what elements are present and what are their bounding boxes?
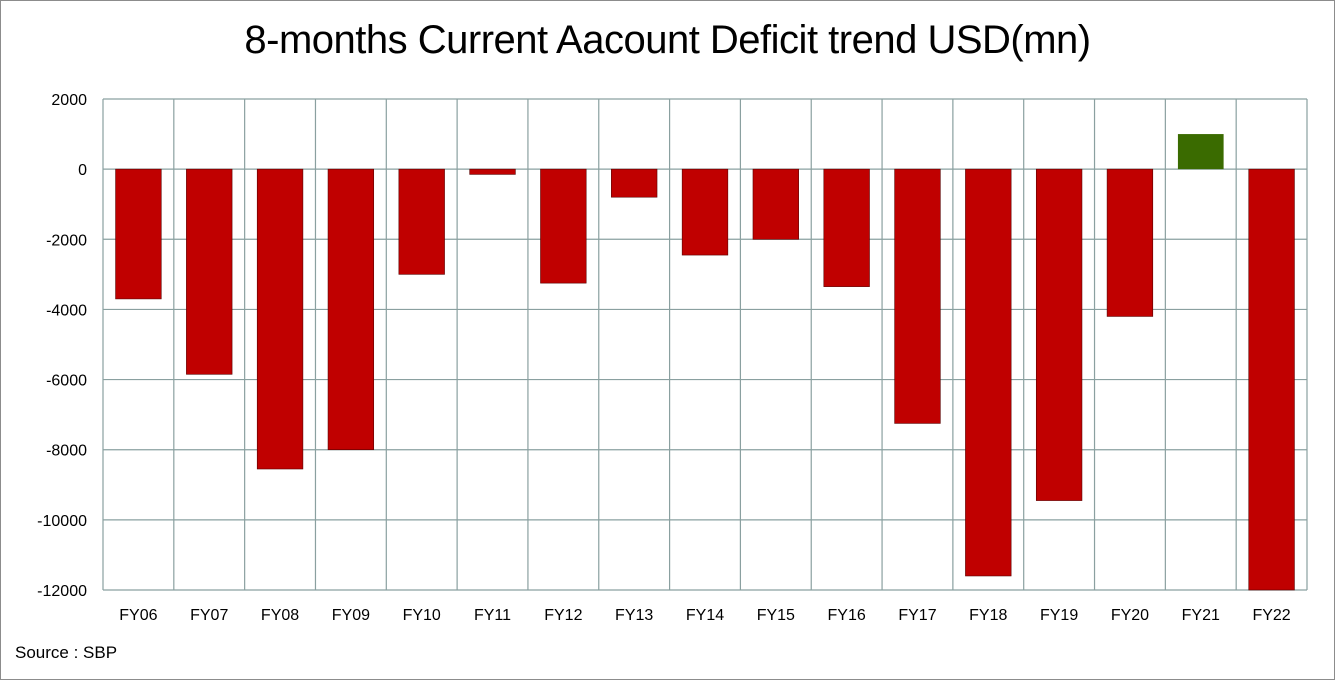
y-tick-label: 2000 bbox=[51, 92, 87, 109]
bar-fy09 bbox=[327, 168, 375, 451]
x-tick-label: FY21 bbox=[1182, 607, 1220, 624]
source-note: Source : SBP bbox=[15, 643, 118, 662]
x-tick-labels: FY06 FY07 FY08 FY09 FY10 FY11 FY12 FY13 FY14 FY15… bbox=[119, 607, 1291, 624]
x-tick-label: FY06 bbox=[119, 607, 157, 624]
x-tick-label: FY12 bbox=[544, 607, 582, 624]
bar-fy08 bbox=[256, 168, 304, 470]
bar-fy22 bbox=[1248, 168, 1295, 591]
x-tick-label: FY22 bbox=[1252, 607, 1290, 624]
bar-fy10 bbox=[398, 168, 445, 275]
y-tick-label: -8000 bbox=[46, 443, 87, 460]
y-tick-label: -10000 bbox=[37, 513, 87, 530]
bar-fy14 bbox=[681, 168, 729, 256]
y-tick-label: -6000 bbox=[46, 373, 87, 390]
x-tick-label: FY17 bbox=[898, 607, 936, 624]
x-tick-label: FY14 bbox=[686, 607, 724, 624]
x-tick-label: FY13 bbox=[615, 607, 653, 624]
x-tick-label: FY10 bbox=[403, 607, 441, 624]
grid-lines bbox=[102, 98, 1308, 591]
bar-fy07 bbox=[186, 168, 233, 375]
bar-fy19 bbox=[1035, 168, 1083, 501]
x-tick-label: FY18 bbox=[969, 607, 1007, 624]
bar-fy06 bbox=[115, 168, 162, 300]
x-tick-label: FY19 bbox=[1040, 607, 1078, 624]
x-tick-label: FY07 bbox=[190, 607, 228, 624]
x-tick-label: FY11 bbox=[474, 607, 511, 624]
bar-fy15 bbox=[752, 168, 799, 240]
y-tick-label: 0 bbox=[78, 162, 87, 179]
y-tick-label: -2000 bbox=[46, 232, 87, 249]
y-tick-labels: 2000 0 -2000 -4000 -6000 -8000 -10000 -12000 bbox=[37, 92, 87, 600]
bar-fy17 bbox=[894, 168, 941, 424]
x-tick-label: FY16 bbox=[828, 607, 866, 624]
y-tick-label: -12000 bbox=[37, 583, 87, 600]
bar-fy16 bbox=[823, 168, 870, 287]
bar-fy20 bbox=[1106, 168, 1154, 317]
x-tick-label: FY08 bbox=[261, 607, 299, 624]
bar-fy12 bbox=[540, 168, 587, 284]
bar-fy11 bbox=[469, 168, 516, 175]
y-tick-label: -4000 bbox=[46, 302, 87, 319]
x-tick-label: FY15 bbox=[757, 607, 795, 624]
chart-title: 8-months Current Aacount Deficit trend U… bbox=[244, 18, 1091, 62]
x-tick-label: FY09 bbox=[332, 607, 370, 624]
bar-fy13 bbox=[611, 168, 658, 198]
x-tick-label: FY20 bbox=[1111, 607, 1149, 624]
bar-fy21 bbox=[1177, 134, 1224, 170]
bars bbox=[115, 134, 1295, 591]
bar-fy18 bbox=[965, 168, 1012, 577]
